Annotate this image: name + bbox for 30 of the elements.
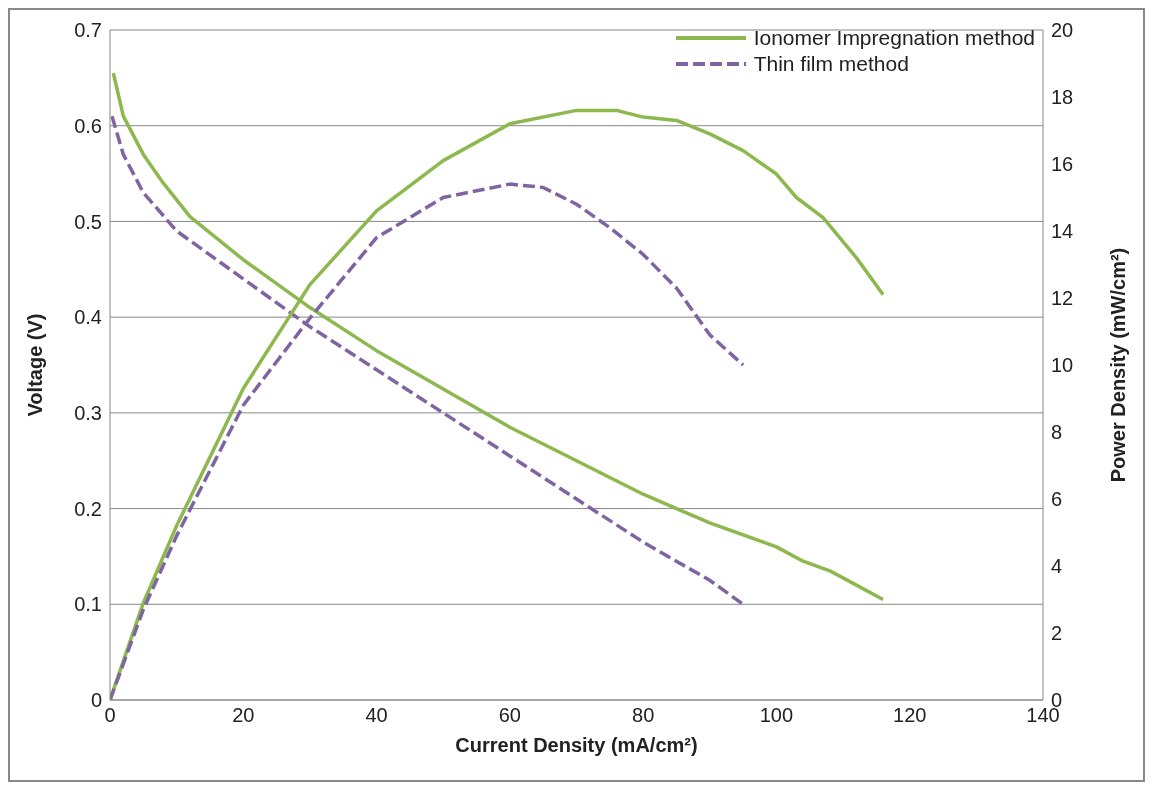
y-tick-label: 0.2 (74, 497, 102, 520)
y2-tick-label: 12 (1051, 287, 1074, 310)
y2-tick-label: 10 (1051, 354, 1074, 377)
y-tick-label: 0.5 (74, 210, 102, 233)
y2-axis-title: Power Density (mW/cm²) (1107, 247, 1130, 483)
legend-label: Ionomer Impregnation method (753, 26, 1035, 50)
y2-tick-label: 8 (1051, 421, 1063, 444)
y2-tick-label: 4 (1051, 555, 1063, 578)
y-tick-label: 0.7 (74, 19, 102, 42)
y-tick-label: 0.6 (74, 114, 102, 137)
y2-tick-label: 14 (1051, 220, 1074, 243)
y-tick-label: 0.1 (74, 593, 102, 616)
x-tick-label: 80 (632, 704, 655, 727)
legend-label: Thin film method (753, 52, 909, 76)
x-tick-label: 100 (759, 704, 794, 727)
y2-tick-label: 6 (1051, 488, 1063, 511)
x-tick-label: 0 (104, 704, 116, 727)
y-tick-label: 0 (90, 689, 102, 712)
y-tick-label: 0.3 (74, 401, 102, 424)
x-tick-label: 20 (232, 704, 255, 727)
y2-tick-label: 18 (1051, 86, 1074, 109)
y2-tick-label: 16 (1051, 153, 1074, 176)
y2-tick-label: 20 (1051, 19, 1074, 42)
y-tick-label: 0.4 (74, 306, 102, 329)
x-tick-label: 60 (498, 704, 521, 727)
x-tick-label: 120 (893, 704, 927, 727)
y2-tick-label: 2 (1051, 622, 1063, 645)
x-tick-label: 40 (365, 704, 388, 727)
y-axis-title: Voltage (V) (24, 313, 47, 417)
x-axis-title: Current Density (mA/cm²) (455, 734, 698, 756)
